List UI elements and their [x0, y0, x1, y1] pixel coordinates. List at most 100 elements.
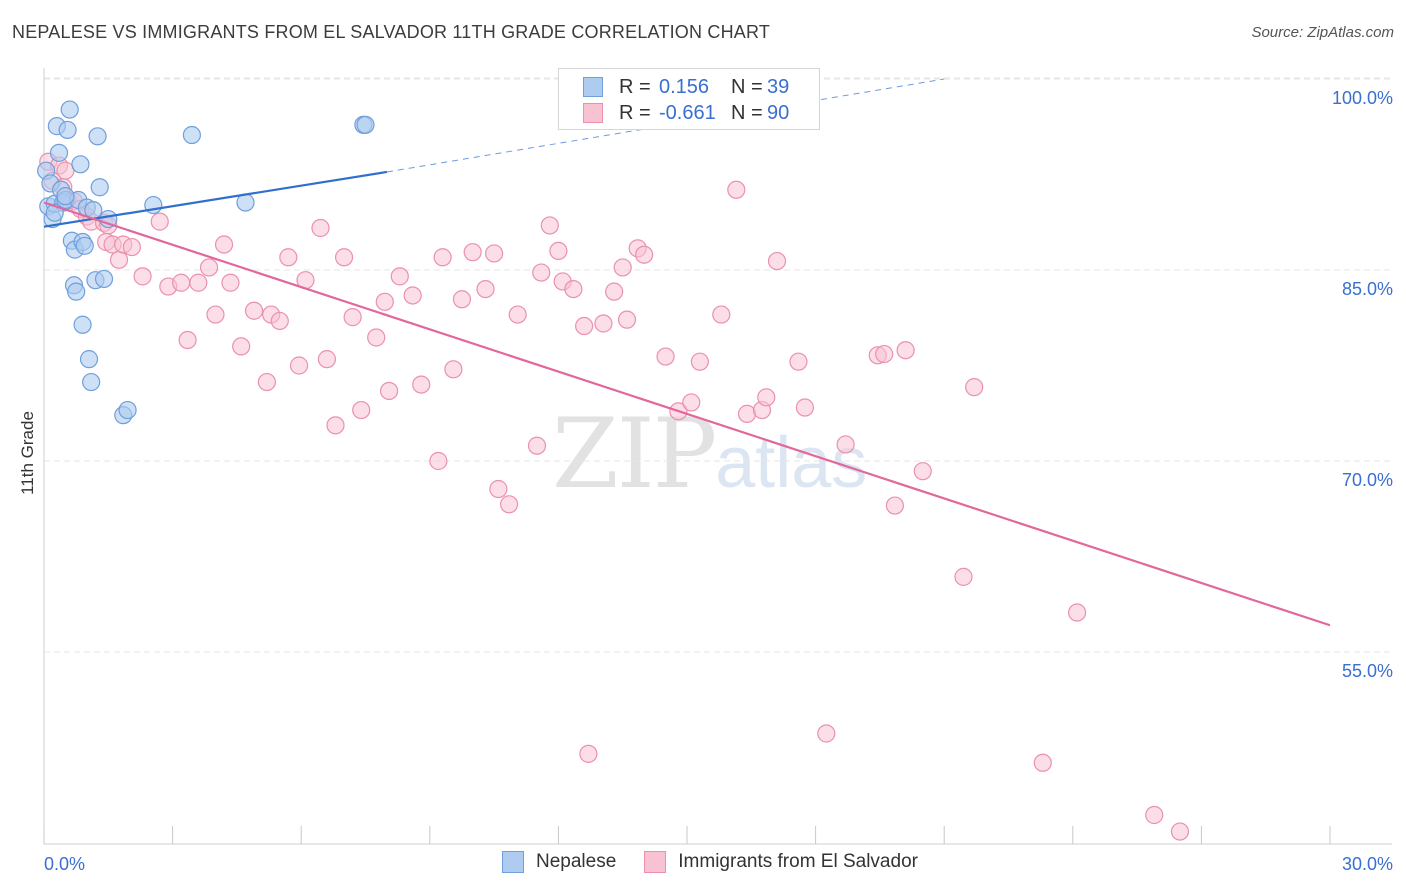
- data-point-el-salvador: [199, 258, 219, 277]
- data-point-el-salvador: [532, 263, 551, 282]
- data-point-el-salvador: [605, 282, 624, 301]
- series-legend: Nepalese Immigrants from El Salvador: [502, 851, 946, 873]
- data-point-el-salvador: [172, 273, 191, 292]
- data-point-el-salvador: [954, 567, 973, 586]
- r-label: R =: [619, 101, 651, 124]
- y-tick-label: 55.0%: [1342, 661, 1393, 681]
- data-point-el-salvador: [682, 393, 701, 412]
- data-point-el-salvador: [594, 314, 613, 333]
- trend-line-el-salvador: [43, 201, 1331, 627]
- data-point-el-salvador: [575, 316, 594, 336]
- data-point-el-salvador: [150, 212, 169, 231]
- data-point-nepalese: [118, 400, 137, 420]
- data-point-el-salvador: [727, 180, 746, 199]
- correlation-legend: R = 0.156 N = 39 R = -0.661 N = 90: [558, 68, 820, 130]
- data-point-el-salvador: [343, 308, 362, 327]
- legend-item-el-salvador[interactable]: Immigrants from El Salvador: [644, 851, 918, 873]
- data-point-nepalese: [88, 127, 107, 146]
- legend-row-el-salvador: R = -0.661 N = 90: [583, 100, 789, 126]
- data-point-el-salvador: [549, 241, 568, 260]
- data-point-nepalese: [49, 143, 69, 162]
- data-point-el-salvador: [836, 435, 855, 454]
- y-tick-label: 100.0%: [1332, 88, 1393, 108]
- data-point-el-salvador: [540, 216, 559, 235]
- data-point-el-salvador: [367, 328, 386, 347]
- data-point-el-salvador: [489, 479, 508, 499]
- data-point-nepalese: [56, 187, 75, 206]
- data-point-el-salvador: [508, 305, 527, 324]
- data-point-el-salvador: [527, 436, 547, 455]
- y-tick-label: 85.0%: [1342, 279, 1393, 299]
- legend-item-nepalese[interactable]: Nepalese: [502, 851, 616, 873]
- source-label: Source: ZipAtlas.com: [1251, 24, 1394, 41]
- data-point-nepalese: [79, 350, 99, 369]
- data-point-el-salvador: [412, 375, 431, 394]
- n-value: 90: [767, 101, 790, 124]
- r-label: R =: [619, 75, 651, 98]
- data-point-el-salvador: [737, 404, 757, 423]
- data-point-el-salvador: [485, 244, 504, 263]
- data-point-el-salvador: [189, 273, 208, 292]
- data-point-el-salvador: [656, 347, 675, 366]
- legend-swatch-nepalese: [583, 77, 603, 97]
- data-point-el-salvador: [1067, 603, 1087, 622]
- data-point-el-salvador: [311, 218, 330, 238]
- data-point-el-salvador: [109, 250, 129, 269]
- data-point-el-salvador: [476, 280, 495, 299]
- data-point-el-salvador: [1170, 822, 1190, 841]
- data-point-nepalese: [58, 120, 77, 140]
- data-point-el-salvador: [326, 416, 345, 435]
- data-point-el-salvador: [767, 251, 787, 271]
- data-point-el-salvador: [56, 161, 75, 180]
- trend-line-nepalese: [43, 170, 388, 228]
- legend-label: Immigrants from El Salvador: [678, 851, 918, 872]
- data-point-el-salvador: [289, 356, 309, 375]
- chart-title: NEPALESE VS IMMIGRANTS FROM EL SALVADOR …: [12, 22, 771, 42]
- x-tick-label: 30.0%: [1342, 854, 1393, 874]
- data-point-el-salvador: [817, 724, 836, 743]
- legend-swatch: [644, 851, 667, 873]
- tick-label-layer: 100.0% 85.0% 70.0% 55.0% 0.0% 30.0%: [44, 88, 1393, 874]
- data-point-el-salvador: [564, 280, 583, 299]
- data-point-el-salvador: [463, 243, 482, 262]
- data-point-el-salvador: [617, 310, 637, 329]
- points-layer: [37, 100, 1190, 841]
- data-point-el-salvador: [403, 286, 422, 305]
- axis-layer: [43, 68, 1392, 845]
- data-point-el-salvador: [375, 292, 394, 311]
- data-point-el-salvador: [452, 290, 472, 309]
- data-point-nepalese: [71, 155, 90, 174]
- data-point-el-salvador: [206, 305, 225, 324]
- data-point-el-salvador: [390, 267, 409, 286]
- data-point-nepalese: [73, 315, 92, 334]
- data-point-el-salvador: [178, 330, 197, 350]
- legend-swatch-el-salvador: [583, 103, 603, 123]
- data-point-el-salvador: [279, 248, 298, 267]
- y-tick-label: 70.0%: [1342, 470, 1393, 490]
- data-point-nepalese: [94, 269, 114, 289]
- data-point-nepalese: [75, 236, 94, 255]
- data-point-el-salvador: [133, 267, 152, 286]
- data-point-el-salvador: [444, 360, 463, 379]
- data-point-el-salvador: [690, 352, 709, 371]
- data-point-nepalese: [82, 372, 101, 392]
- r-value: 0.156: [659, 75, 710, 98]
- data-point-el-salvador: [789, 352, 808, 371]
- data-point-el-salvador: [334, 248, 354, 267]
- data-point-el-salvador: [244, 301, 264, 320]
- legend-row-nepalese: R = 0.156 N = 39: [583, 74, 789, 100]
- data-point-el-salvador: [1145, 805, 1164, 825]
- data-point-el-salvador: [232, 337, 251, 356]
- watermark-zip: ZIP: [552, 398, 717, 510]
- data-point-el-salvador: [221, 273, 240, 292]
- data-point-el-salvador: [352, 400, 371, 420]
- data-point-el-salvador: [965, 378, 984, 397]
- x-tick-label: 0.0%: [44, 854, 85, 874]
- data-point-el-salvador: [885, 496, 905, 515]
- data-point-nepalese: [356, 115, 375, 134]
- n-label: N =: [731, 75, 763, 98]
- data-point-el-salvador: [214, 235, 234, 254]
- data-point-el-salvador: [579, 744, 598, 763]
- data-point-el-salvador: [913, 462, 932, 481]
- data-point-nepalese: [90, 178, 109, 197]
